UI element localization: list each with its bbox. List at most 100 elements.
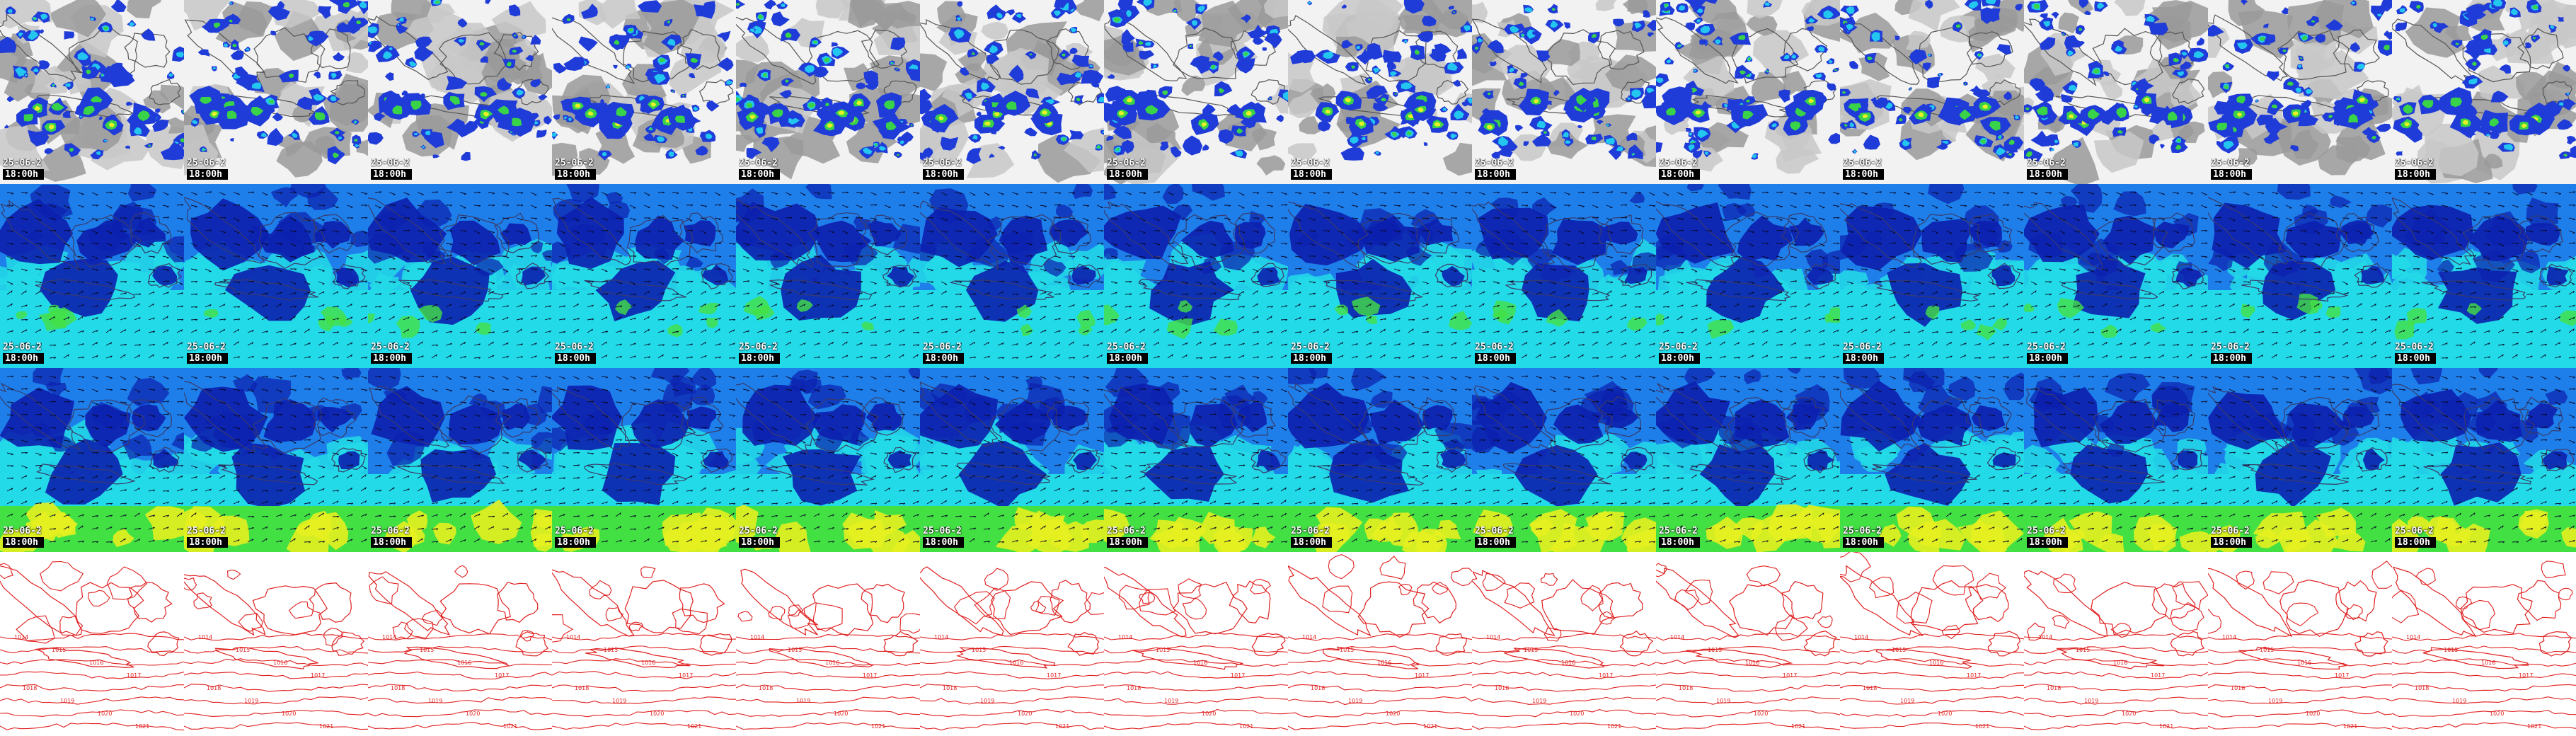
- sea-level-pressure-map: 1014 1015 1016 1017 1018 1019 1020 1021: [552, 552, 736, 736]
- coastline: [35, 648, 134, 669]
- coastline: [2208, 386, 2289, 454]
- coastline: [2024, 18, 2103, 86]
- isobar-label: 1020: [1754, 711, 1768, 717]
- coastline: [1965, 584, 2009, 623]
- sea-level-pressure-map: 1014 1015 1016 1017 1018 1019 1020 1021: [1288, 552, 1472, 736]
- isobar-label: 1018: [391, 685, 405, 691]
- frame-hour: 18:00h: [1291, 537, 1332, 548]
- coastline: [1250, 263, 1284, 287]
- satellite-infrared-map: [552, 0, 736, 184]
- frame-hour: 18:00h: [187, 169, 228, 180]
- satellite-infrared-frame: 25-06-2 18:00h: [920, 0, 1104, 184]
- frame-timestamp: 25-06-2 18:00h: [2395, 159, 2436, 180]
- coastline: [861, 583, 905, 623]
- frame-timestamp: 25-06-2 18:00h: [1291, 159, 1332, 180]
- frame-date: 25-06-2: [3, 343, 42, 352]
- satellite-infrared-frame: 25-06-2 18:00h: [736, 0, 920, 184]
- satellite-infrared-map: [2208, 0, 2392, 184]
- coastline: [1840, 16, 1920, 85]
- isobar-label: 1015: [604, 647, 618, 653]
- coastline: [1731, 28, 1799, 84]
- wind-speed-lower-frame: 25-06-2 18:00h: [0, 368, 184, 552]
- isobar-label: 1018: [759, 685, 773, 691]
- sea-level-pressure-map: 1014 1015 1016 1017 1018 1019 1020 1021: [920, 552, 1104, 736]
- isobar-label: 1015: [1708, 647, 1722, 653]
- coastline: [987, 214, 1062, 268]
- wind-speed-upper-map: [1840, 184, 2024, 368]
- frame-date: 25-06-2: [3, 159, 42, 168]
- coastline: [1138, 278, 1241, 301]
- isobar-label: 1016: [1193, 660, 1207, 666]
- isobar-label: 1019: [796, 698, 810, 704]
- coastline: [184, 574, 266, 636]
- wind-speed-lower-map: [0, 368, 184, 552]
- sea-level-pressure-frame: 1014 1015 1016 1017 1018 1019 1020 1021: [920, 552, 1104, 736]
- frame-hour: 18:00h: [1659, 353, 1700, 364]
- coastline: [624, 580, 694, 633]
- isobar-label: 1021: [1239, 723, 1253, 730]
- coastline: [312, 397, 357, 438]
- coastline: [2421, 280, 2526, 301]
- coastline: [949, 280, 1054, 300]
- coastline: [1413, 214, 1459, 254]
- frame-date: 25-06-2: [1843, 159, 1882, 168]
- coastline: [1066, 448, 1100, 473]
- coastline: [583, 463, 688, 485]
- coastline: [1229, 580, 1271, 623]
- coastline: [1045, 28, 1089, 70]
- frame-date: 25-06-2: [1107, 527, 1146, 536]
- coastline: [699, 633, 732, 656]
- isobar-label: 1021: [2159, 723, 2173, 730]
- isobar-label: 1017: [863, 672, 877, 679]
- sea-level-pressure-map: 1014 1015 1016 1017 1018 1019 1020 1021: [184, 552, 368, 736]
- frame-hour: 18:00h: [3, 537, 44, 548]
- sea-level-pressure-frame: 1014 1015 1016 1017 1018 1019 1020 1021: [736, 552, 920, 736]
- frame-hour: 18:00h: [1291, 353, 1332, 364]
- coastline: [515, 263, 550, 289]
- isobar-label: 1016: [1929, 660, 1943, 666]
- coastline: [1619, 631, 1654, 657]
- coastline: [439, 583, 511, 635]
- isobar-label: 1015: [972, 647, 986, 653]
- sea-level-pressure-frame: 1014 1015 1016 1017 1018 1019 1020 1021: [2208, 552, 2392, 736]
- coastline: [1656, 17, 1739, 84]
- coastline: [1656, 568, 1740, 638]
- coastline: [2392, 384, 2471, 447]
- isobar-label: 1021: [1607, 723, 1621, 730]
- wind-speed-upper-frame: 25-06-2 18:00h: [368, 184, 552, 368]
- coastline: [331, 447, 366, 473]
- sea-level-pressure-map: 1014 1015 1016 1017 1018 1019 1020 1021: [2208, 552, 2392, 736]
- wind-speed-lower-map: [1104, 368, 1288, 552]
- wind-speed-upper-map: [2392, 184, 2576, 368]
- wind-speed-upper-map: [2208, 184, 2392, 368]
- coastline: [2422, 647, 2529, 669]
- sea-level-pressure-map: 1014 1015 1016 1017 1018 1019 1020 1021: [2392, 552, 2576, 736]
- frame-hour: 18:00h: [555, 353, 596, 364]
- isobar-label: 1020: [282, 711, 296, 717]
- wind-speed-upper-frame: 25-06-2 18:00h: [2024, 184, 2208, 368]
- isobar-label: 1018: [575, 685, 589, 691]
- isobar-label: 1017: [311, 672, 325, 679]
- frame-date: 25-06-2: [739, 159, 778, 168]
- coastline: [1783, 28, 1827, 71]
- sea-level-pressure-map: 1014 1015 1016 1017 1018 1019 1020 1021: [1104, 552, 1288, 736]
- coastline: [184, 381, 269, 453]
- coastline: [331, 631, 365, 656]
- wind-speed-lower-frame: 25-06-2 18:00h: [2208, 368, 2392, 552]
- coastline: [701, 263, 733, 289]
- isobar-label: 1014: [1670, 634, 1684, 640]
- isobar-label: 1014: [750, 634, 764, 640]
- isobar-label: 1016: [273, 660, 287, 666]
- coastline: [2392, 18, 2475, 86]
- coastline: [1969, 214, 2013, 253]
- wind-speed-lower-map: [368, 368, 552, 552]
- coastline: [1598, 214, 1644, 255]
- isobar-label: 1019: [2084, 698, 2098, 704]
- frame-timestamp: 25-06-2 18:00h: [187, 159, 228, 180]
- wind-speed-lower-frame: 25-06-2 18:00h: [736, 368, 920, 552]
- frame-date: 25-06-2: [555, 159, 594, 168]
- wind-speed-upper-map: [1104, 184, 1288, 368]
- frame-timestamp: 25-06-2 18:00h: [1475, 527, 1516, 548]
- coastline: [861, 397, 905, 436]
- isobar-label: 1020: [834, 711, 848, 717]
